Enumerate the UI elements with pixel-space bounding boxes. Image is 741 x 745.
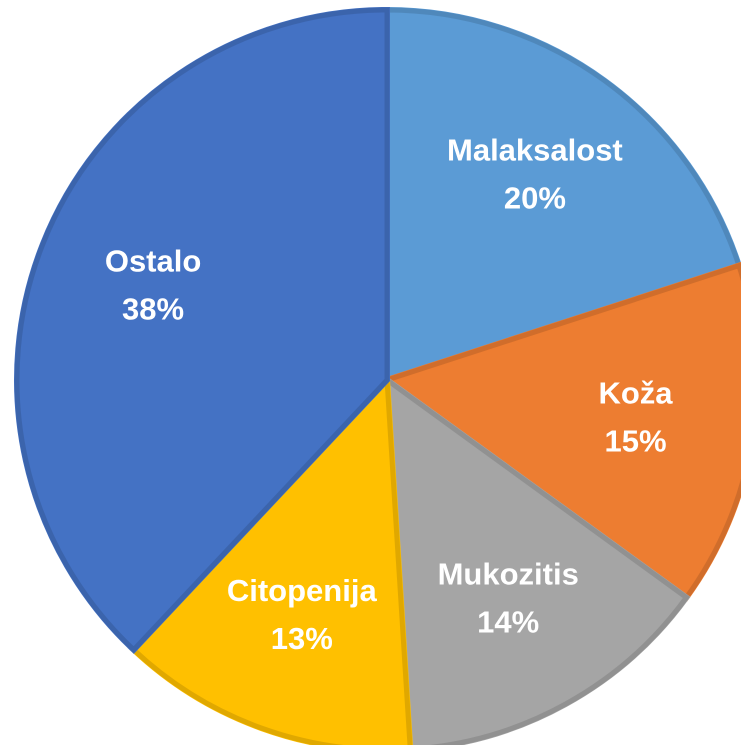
slice-label: Malaksalost: [447, 133, 623, 168]
slice-value-label: 38%: [122, 292, 184, 327]
slice-edge: [130, 374, 413, 745]
pie-slice: [129, 372, 413, 745]
slice-label: Citopenija: [227, 573, 378, 608]
slice-label: Mukozitis: [438, 557, 579, 592]
pie-slice: [380, 261, 741, 602]
slice-value-label: 14%: [477, 605, 539, 640]
slice-edge: [384, 374, 690, 745]
slice-value-label: 15%: [604, 424, 666, 459]
pie-slice: [384, 6, 741, 385]
slice-label: Koža: [598, 376, 673, 411]
slice-value-label: 13%: [271, 621, 333, 656]
slice-edge: [14, 7, 390, 654]
slice-value-label: 20%: [504, 181, 566, 216]
slice-edge: [384, 7, 741, 384]
slice-edge: [381, 262, 741, 601]
slice-label: Ostalo: [105, 244, 201, 279]
pie-slice: [14, 6, 390, 654]
pie-slice: [383, 373, 691, 745]
